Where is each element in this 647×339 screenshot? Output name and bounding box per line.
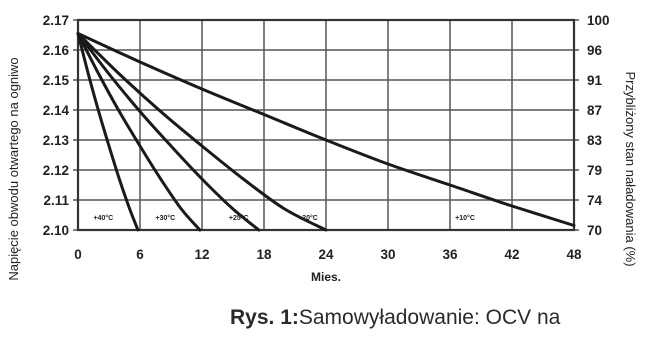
y2-tick-label: 100 — [587, 13, 610, 28]
x-tick-label: 12 — [194, 247, 209, 262]
grid — [73, 18, 579, 232]
curve-label: +40°C — [94, 214, 114, 222]
x-tick-label: 18 — [256, 247, 272, 262]
series-line — [76, 32, 261, 232]
series-line — [76, 32, 576, 227]
caption-text: Samowyładowanie: OCV na — [298, 306, 561, 329]
secondary-y-axis-label: Przybliżony stan naładowania (%) — [623, 71, 638, 266]
curve-label: +10°C — [455, 214, 475, 222]
y-tick-label: 2.13 — [43, 133, 70, 148]
x-tick-label: 6 — [136, 247, 144, 262]
x-tick-label: 0 — [74, 247, 82, 262]
x-tick-label: 48 — [566, 247, 582, 262]
y-tick-label: 2.15 — [43, 73, 70, 88]
y2-tick-label: 87 — [587, 103, 602, 118]
x-tick-labels: 0 6 12 18 24 30 36 42 48 — [74, 247, 582, 262]
secondary-y-tick-labels: 70 74 79 83 87 91 96 100 — [587, 13, 610, 238]
series-line — [76, 32, 140, 232]
y-tick-label: 2.17 — [43, 13, 69, 28]
figure-caption: Rys. 1:Samowyładowanie: OCV na — [230, 306, 560, 330]
x-axis-label: Mies. — [311, 270, 341, 284]
y-tick-labels: 2.10 2.11 2.12 2.13 2.14 2.15 2.16 2.17 — [43, 13, 70, 238]
x-tick-label: 36 — [442, 247, 458, 262]
y-tick-label: 2.14 — [43, 103, 70, 118]
y2-tick-label: 79 — [587, 163, 602, 178]
y2-tick-label: 83 — [587, 133, 603, 148]
series-lines — [76, 32, 576, 232]
y2-tick-label: 74 — [587, 193, 603, 208]
curve-label: +20°C — [298, 214, 318, 222]
y2-tick-label: 91 — [587, 73, 603, 88]
y-tick-label: 2.12 — [43, 163, 69, 178]
y-tick-label: 2.11 — [43, 193, 69, 208]
x-tick-label: 42 — [504, 247, 519, 262]
y-tick-label: 2.16 — [43, 43, 70, 58]
series-line — [76, 32, 202, 232]
caption-label: Rys. 1: — [230, 306, 299, 329]
y2-tick-label: 96 — [587, 43, 603, 58]
x-tick-label: 30 — [380, 247, 395, 262]
series-line — [76, 32, 328, 232]
y-tick-label: 2.10 — [43, 223, 69, 238]
curve-label: +25°C — [229, 214, 249, 222]
y-axis-label: Napięcie obwodu otwartego na ogniwo — [6, 57, 21, 280]
curve-label: +30°C — [156, 214, 176, 222]
x-tick-label: 24 — [318, 247, 334, 262]
curve-labels: +40°C +30°C +25°C +20°C +10°C — [94, 214, 475, 222]
y2-tick-label: 70 — [587, 223, 602, 238]
